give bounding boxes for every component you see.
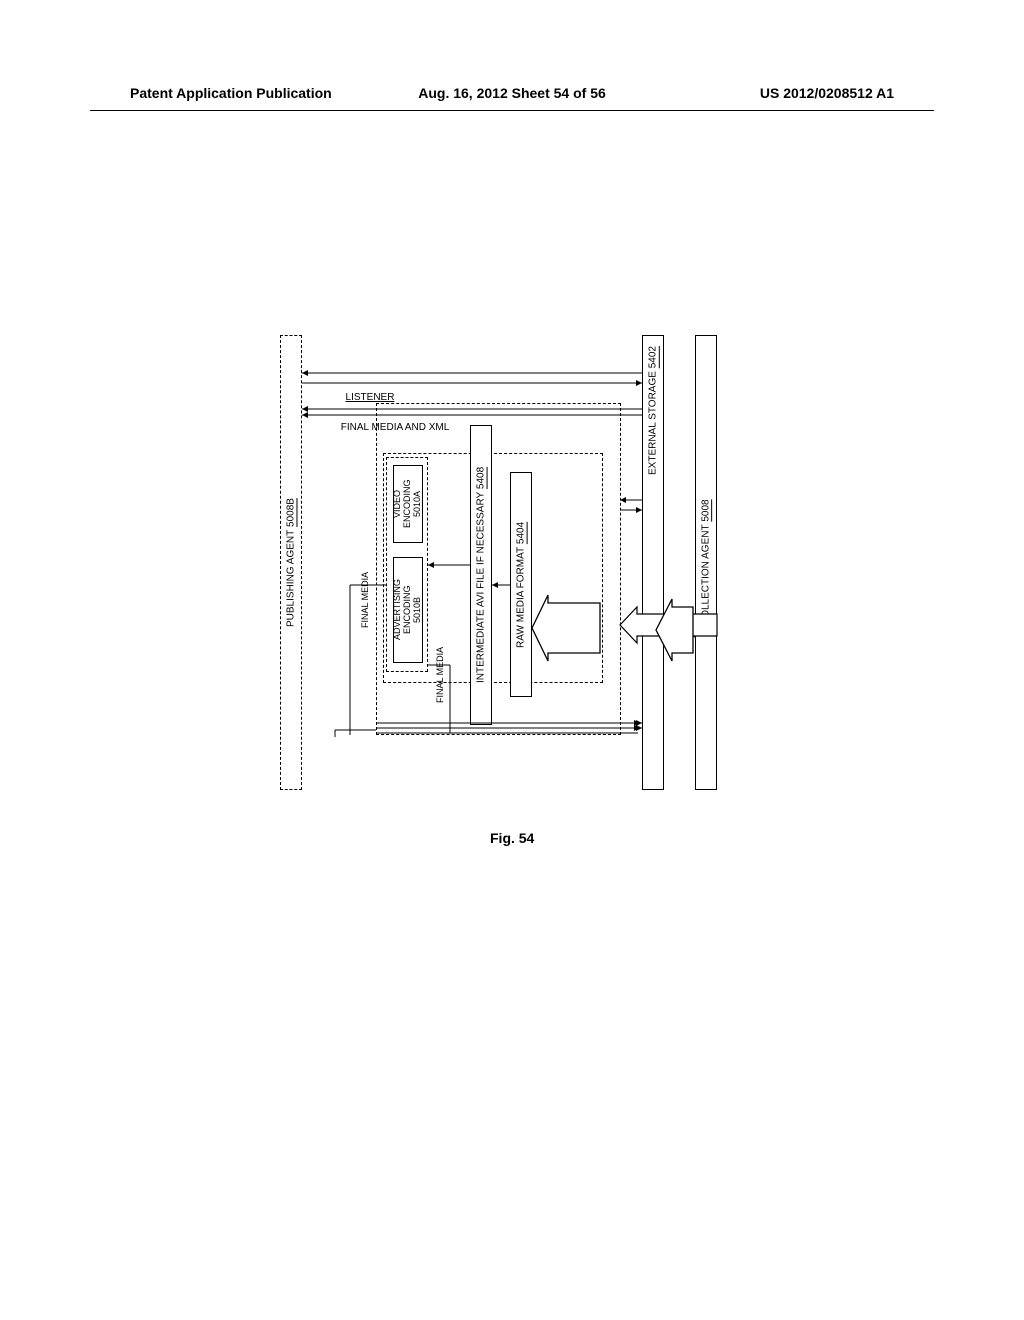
listener-label: LISTENER (325, 390, 415, 404)
video-encoding-box: VIDEOENCODING5010A (393, 465, 423, 543)
header-right: US 2012/0208512 A1 (639, 85, 894, 101)
header-line (90, 110, 934, 111)
publishing-agent-label: PUBLISHING AGENT 5008B (281, 336, 301, 789)
external-storage-box: EXTERNAL STORAGE 5402 (642, 335, 664, 790)
video-encoding-label: VIDEOENCODING5010A (394, 466, 422, 542)
intermediate-avi-label: INTERMEDIATE AVI FILE IF NECESSARY 5408 (471, 426, 491, 724)
figure-label: Fig. 54 (490, 830, 534, 846)
collection-agent-label: COLLECTION AGENT 5008 (696, 336, 716, 789)
intermediate-avi-box: INTERMEDIATE AVI FILE IF NECESSARY 5408 (470, 425, 492, 725)
publishing-agent-box: PUBLISHING AGENT 5008B (280, 335, 302, 790)
raw-media-label: RAWMEDIA (555, 600, 577, 640)
external-storage-label: EXTERNAL STORAGE 5402 (643, 336, 663, 789)
advertising-encoding-box: ADVERTISINGENCODING5010B (393, 557, 423, 663)
final-media-label-2: FINAL MEDIA (357, 555, 373, 645)
page-header: Patent Application Publication Aug. 16, … (0, 85, 1024, 101)
collection-agent-box: COLLECTION AGENT 5008 (695, 335, 717, 790)
raw-media-xml-label: RAWMEDIAANDXML (668, 600, 690, 658)
raw-media-format-box: RAW MEDIA FORMAT 5404 (510, 472, 532, 697)
header-left: Patent Application Publication (130, 85, 385, 101)
final-media-xml-label: FINAL MEDIA AND XML (315, 420, 475, 434)
diagram-area: COLLECTION AGENT 5008 EXTERNAL STORAGE 5… (250, 335, 750, 815)
advertising-encoding-label: ADVERTISINGENCODING5010B (394, 558, 422, 662)
raw-media-format-label: RAW MEDIA FORMAT 5404 (511, 473, 531, 696)
final-media-label-1: FINAL MEDIA (432, 630, 448, 720)
header-center: Aug. 16, 2012 Sheet 54 of 56 (385, 85, 640, 101)
